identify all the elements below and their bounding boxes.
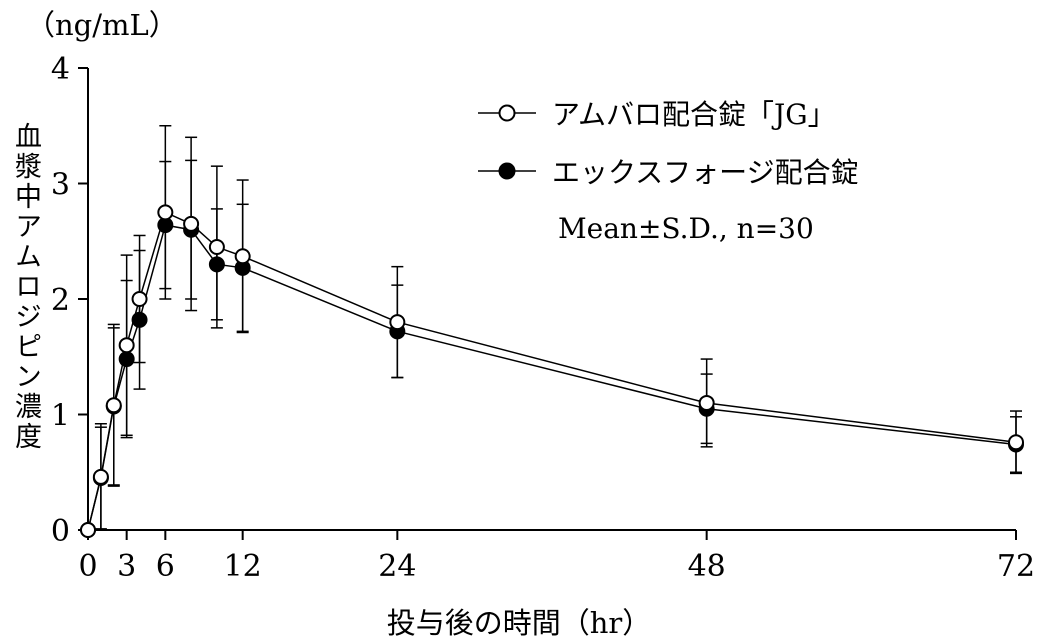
x-axis-title: 投与後の時間（hr） <box>386 606 652 640</box>
x-tick-label: 12 <box>224 549 262 584</box>
data-point-open-circle <box>157 204 174 221</box>
data-point-open-circle <box>80 522 96 538</box>
data-point-filled-circle <box>208 256 225 273</box>
data-point-open-circle <box>234 248 251 265</box>
y-tick-label: 2 <box>51 283 70 318</box>
legend-item-exforge: エックスフォージ配合錠 <box>478 154 859 189</box>
data-point-open-circle <box>208 239 225 256</box>
data-point-filled-circle <box>118 351 135 368</box>
x-tick-label: 24 <box>378 549 416 584</box>
data-point-open-circle <box>1008 434 1024 451</box>
data-point-open-circle <box>131 291 148 307</box>
x-tick-label: 48 <box>688 549 726 584</box>
y-tick-label: 1 <box>51 399 70 434</box>
legend-note: Mean±S.D., n=30 <box>558 212 814 245</box>
data-point-open-circle <box>698 394 715 411</box>
legend-label-exforge: エックスフォージ配合錠 <box>552 156 859 189</box>
data-point-open-circle <box>389 314 406 331</box>
x-tick-label: 0 <box>78 549 97 584</box>
data-point-open-circle <box>118 337 135 354</box>
y-tick-label: 3 <box>51 168 70 203</box>
legend: アムバロ配合錠「JG」 エックスフォージ配合錠 Mean±S.D., n=30 <box>478 96 859 245</box>
legend-item-ambalo: アムバロ配合錠「JG」 <box>478 96 859 131</box>
series-line <box>87 211 1017 531</box>
y-tick-label: 0 <box>51 514 70 549</box>
x-tick-label: 72 <box>997 549 1035 584</box>
y-axis-unit-label: （ng/mL） <box>26 8 178 42</box>
filled-circle-marker-icon <box>478 162 536 180</box>
open-circle-marker-icon <box>478 104 536 122</box>
data-point-open-circle <box>105 397 122 414</box>
y-tick-label: 4 <box>51 52 70 87</box>
x-tick-label: 6 <box>156 549 175 584</box>
series-line <box>87 224 1017 531</box>
data-point-open-circle <box>183 215 200 232</box>
y-axis-title: 血漿中アムロジピン濃度 <box>10 122 41 452</box>
data-point-filled-circle <box>131 311 148 328</box>
data-point-open-circle <box>92 468 109 485</box>
legend-label-ambalo: アムバロ配合錠「JG」 <box>552 98 836 131</box>
x-tick-label: 3 <box>117 549 136 584</box>
